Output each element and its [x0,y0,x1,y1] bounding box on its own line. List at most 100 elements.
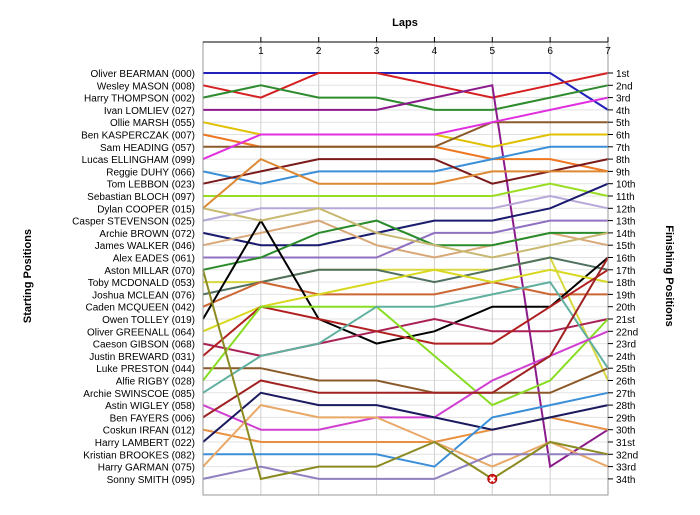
driver-label: Ben FAYERS (006) [110,413,195,424]
driver-label: Lucas ELLINGHAM (099) [82,155,195,166]
series-line-5 [202,133,609,173]
driver-label: Oliver BEARMAN (000) [91,69,195,80]
series-line-11 [202,157,608,210]
finishing-position-label: 21st [616,315,635,326]
driver-label: Sonny SMITH (095) [107,475,195,486]
series-line-9 [202,158,609,185]
driver-label: Alex EADES (061) [113,254,195,265]
lap-tick-label: 3 [374,46,380,57]
driver-label: Wesley MASON (008) [97,81,195,92]
finishing-position-label: 11th [616,192,635,203]
series-line-8 [202,145,608,185]
series-line-28 [202,256,609,419]
finishing-position-label: 32nd [616,450,638,461]
finishing-position-label: 4th [616,106,630,117]
driver-label: Archie BROWN (072) [99,229,195,240]
finishing-position-label: 14th [616,229,635,240]
driver-label: Dylan COOPER (015) [97,204,195,215]
lap-tick-label: 5 [490,46,496,57]
finishing-position-label: 31st [616,438,635,449]
driver-label: Joshua MCLEAN (076) [92,290,195,301]
finishing-position-label: 13th [616,217,635,228]
driver-label: Owen TOLLEY (019) [102,315,195,326]
lap-tick-label: 1 [258,46,264,57]
starting-positions-title: Starting Positions [22,229,34,323]
driver-label: Oliver GREENALL (064) [87,327,195,338]
series-line-12 [202,194,609,222]
series-line-26 [202,280,609,394]
series-line-15 [203,219,608,259]
driver-label: Harry GARMAN (075) [98,463,195,474]
finishing-position-label: 6th [616,131,630,142]
series-line-30 [202,391,609,443]
series-line-23 [202,268,609,357]
driver-label: Harry LAMBERT (022) [95,438,195,449]
driver-label: Coskun IRFAN (012) [103,426,195,437]
driver-label: Sebastian BLOCH (097) [87,192,195,203]
driver-label: Casper STEVENSON (025) [72,217,195,228]
chart-title: Laps [392,17,418,29]
driver-label: Astin WIGLEY (058) [105,401,195,412]
driver-label: James WALKER (046) [95,241,195,252]
finishing-position-label: 25th [616,364,635,375]
driver-label: Tom LEBBON (023) [107,180,195,191]
frame-layer [202,37,609,496]
series-line-34 [202,207,609,259]
finishing-position-label: 16th [616,254,635,265]
finishing-position-label: 10th [616,180,635,191]
finishing-position-label: 5th [616,118,630,129]
driver-label: Toby MCDONALD (053) [88,278,195,289]
series-line-13 [202,182,609,247]
finishing-position-label: 23rd [616,340,636,351]
driver-label: Alfie RIGBY (028) [116,377,195,388]
series-line-25 [202,305,609,407]
series-line-19 [202,281,608,308]
series-line-10 [203,182,609,197]
finishing-position-label: 17th [616,266,635,277]
finishing-positions-title: Finishing Positions [663,225,675,326]
series-line-21 [202,268,609,333]
finishing-position-label: 29th [616,413,635,424]
finishing-position-label: 18th [616,278,635,289]
driver-label: Archie SWINSCOE (085) [83,389,195,400]
finishing-position-label: 27th [616,389,635,400]
series-line-1 [202,72,609,99]
finishing-position-label: 1st [616,69,630,80]
finishing-position-label: 28th [616,401,635,412]
series-layer [202,72,609,481]
series-line-7 [202,96,609,161]
series-line-27 [202,330,609,431]
series-line-31 [203,391,609,468]
series-line-6 [203,121,608,148]
driver-label: Sam HEADING (057) [100,143,195,154]
driver-label: Ivan LOMLIEV (027) [104,106,195,117]
finishing-position-label: 20th [616,303,635,314]
finishing-position-label: 26th [616,377,635,388]
label-layer: 1 2 3 4 5 6 7 Oliver BEARMAN (000)Wesley MASON … [72,46,638,486]
driver-label: Caeson GIBSON (068) [93,340,195,351]
driver-label: Harry THOMPSON (002) [84,94,195,105]
finishing-position-label: 3rd [616,94,630,105]
driver-label: Kristian BROOKES (082) [83,450,195,461]
finishing-position-label: 33rd [616,463,636,474]
finishing-position-label: 15th [616,241,635,252]
finishing-position-label: 12th [616,204,635,215]
lap-tick-label: 7 [605,46,611,57]
finishing-position-label: 9th [616,167,630,178]
lap-tick-label: 4 [432,46,438,57]
retirement-marker: ✖ [489,474,497,484]
series-line-32 [202,404,609,468]
driver-label: Caden MCQUEEN (042) [86,303,195,314]
retirement-marker-bg [487,473,498,484]
finishing-position-label: 8th [616,155,630,166]
series-line-33 [202,453,608,480]
driver-label: Luke PRESTON (044) [96,364,195,375]
series-line-24 [203,367,609,394]
lap-tick-label: 6 [547,46,553,57]
driver-label: Aston MILLAR (070) [104,266,195,277]
series-line-16 [202,219,608,271]
driver-label: Ollie MARSH (055) [110,118,195,129]
driver-label: Reggie DUHY (066) [106,167,195,178]
